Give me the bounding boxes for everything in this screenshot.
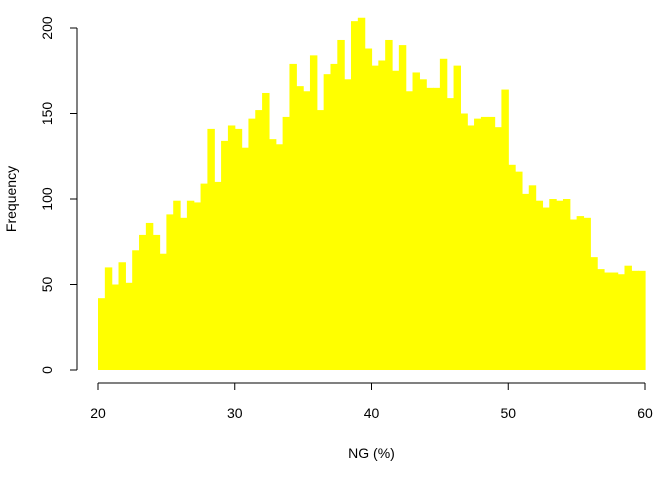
histogram-bar (467, 125, 475, 370)
histogram-bar (282, 116, 291, 370)
histogram-bar (590, 257, 598, 370)
histogram-bar (350, 21, 359, 370)
y-tick-label: 150 (39, 102, 55, 126)
histogram-bar (556, 200, 564, 370)
histogram-bar (118, 262, 126, 370)
x-axis-ticks: 20 30 40 50 60 (90, 383, 653, 421)
histogram-bar (357, 17, 366, 371)
histogram-bar (494, 127, 503, 371)
histogram-bar (549, 199, 557, 370)
histogram-bar (309, 55, 318, 371)
histogram-bar (145, 222, 154, 370)
histogram-bar (152, 234, 161, 370)
histogram-bar (603, 272, 612, 370)
histogram-bar (562, 199, 571, 370)
histogram-bar (180, 217, 188, 370)
x-tick-label: 40 (364, 405, 380, 421)
histogram-bar (378, 60, 386, 371)
histogram-bar (426, 87, 434, 370)
histogram-bar (597, 269, 605, 370)
histogram-bar (371, 65, 379, 371)
histogram-bar (125, 282, 133, 370)
histogram-bar (508, 164, 516, 370)
histogram-bar (234, 128, 243, 370)
histogram-bar (104, 267, 113, 370)
histogram-bar (221, 140, 229, 370)
histogram-bar (296, 86, 304, 370)
histogram-bar (392, 70, 400, 370)
histogram-bar (268, 139, 277, 370)
histogram-bar (98, 298, 106, 370)
histogram-bar (412, 72, 420, 371)
histogram-bar (480, 116, 489, 370)
histogram-bar (323, 74, 332, 371)
histogram-bar (248, 118, 256, 370)
histogram-bar (419, 79, 427, 371)
histogram-bar (132, 250, 140, 370)
y-tick-label: 100 (39, 187, 55, 211)
histogram-bar (159, 253, 167, 370)
histogram-bar (316, 110, 325, 370)
histogram-bar (487, 116, 496, 370)
histogram-bar (569, 219, 578, 370)
y-tick-label: 50 (39, 277, 55, 293)
histogram-bar (344, 79, 352, 371)
y-tick-label: 200 (39, 16, 55, 40)
histogram-bar (200, 183, 208, 370)
histogram-bar (385, 39, 393, 370)
histogram-bar (453, 65, 461, 371)
histogram-bar (241, 147, 250, 370)
histogram-bar (289, 63, 297, 370)
histogram-bar (631, 270, 639, 370)
x-tick-label: 20 (90, 405, 106, 421)
histogram-bar (521, 193, 530, 370)
x-axis-title: NG (%) (348, 445, 395, 461)
histogram-bar (275, 144, 284, 370)
histogram-bar (398, 45, 407, 370)
histogram-bar (186, 200, 195, 370)
histogram-bars (98, 17, 646, 371)
histogram-bar (624, 265, 632, 370)
histogram-bar (227, 125, 236, 370)
histogram-bar (405, 91, 414, 371)
histogram-bar (214, 181, 222, 370)
histogram-bar (446, 98, 455, 371)
x-tick-label: 60 (637, 405, 653, 421)
x-tick-label: 30 (227, 405, 243, 421)
histogram-bar (166, 214, 174, 370)
histogram-bar (173, 200, 181, 370)
histogram-bar (262, 92, 270, 370)
histogram-bar (111, 284, 120, 370)
y-axis-title: Frequency (3, 166, 19, 232)
histogram-bar (364, 48, 373, 371)
histogram-bar (439, 58, 448, 370)
histogram-bar (528, 185, 537, 370)
histogram-bar (535, 200, 544, 370)
histogram-bar (474, 118, 482, 370)
histogram-bar (501, 89, 509, 370)
histogram-bar (638, 270, 646, 370)
histogram-bar (193, 202, 202, 370)
histogram-bar (207, 128, 215, 370)
histogram-bar (617, 274, 626, 370)
y-tick-label: 0 (39, 366, 55, 374)
histogram-bar (610, 272, 619, 370)
histogram-bar (576, 216, 585, 370)
histogram-bar (542, 207, 550, 370)
histogram-bar (583, 217, 591, 370)
y-axis-ticks: 0 50 100 150 200 (39, 16, 77, 374)
histogram-bar (337, 39, 345, 370)
histogram-bar (433, 87, 441, 370)
histogram-bar (303, 91, 311, 371)
histogram-bar (139, 234, 147, 370)
histogram-bar (330, 63, 338, 370)
histogram-bar (460, 113, 468, 370)
histogram-bar (255, 110, 263, 370)
histogram-bar (515, 171, 523, 370)
x-tick-label: 50 (500, 405, 516, 421)
